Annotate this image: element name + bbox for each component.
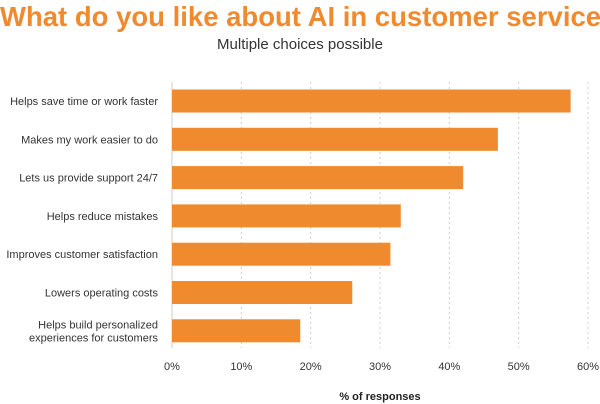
category-label: Improves customer satisfaction (6, 249, 158, 261)
category-label-layer: Helps save time or work faster Makes my w… (6, 96, 158, 344)
bar (172, 319, 301, 343)
x-axis-title: % of responses (339, 391, 420, 403)
x-tick-label: 40% (438, 361, 460, 373)
x-tick-label: 10% (230, 361, 252, 373)
category-label: Makes my work easier to do (21, 134, 158, 146)
x-tick-label: 60% (577, 361, 599, 373)
bar (172, 204, 401, 228)
category-label: Helps reduce mistakes (47, 211, 159, 223)
category-label: Helps build personalized (38, 319, 158, 331)
bar-layer (172, 89, 571, 343)
chart-title: What do you like about AI in customer se… (0, 1, 600, 32)
x-tick-label: 30% (369, 361, 391, 373)
bar (172, 166, 464, 190)
tick-label-layer: 0% 10% 20% 30% 40% 50% 60% (164, 361, 599, 373)
chart-subtitle: Multiple choices possible (217, 36, 383, 53)
bar (172, 242, 391, 266)
x-tick-label: 20% (300, 361, 322, 373)
x-tick-label: 0% (164, 361, 180, 373)
category-label: Lowers operating costs (45, 288, 159, 300)
bar (172, 127, 498, 151)
category-label: Lets us provide support 24/7 (19, 173, 158, 185)
bar (172, 89, 571, 113)
x-tick-label: 50% (508, 361, 530, 373)
category-label: Helps save time or work faster (10, 96, 158, 108)
category-label: experiences for customers (29, 332, 158, 344)
bar (172, 281, 353, 304)
